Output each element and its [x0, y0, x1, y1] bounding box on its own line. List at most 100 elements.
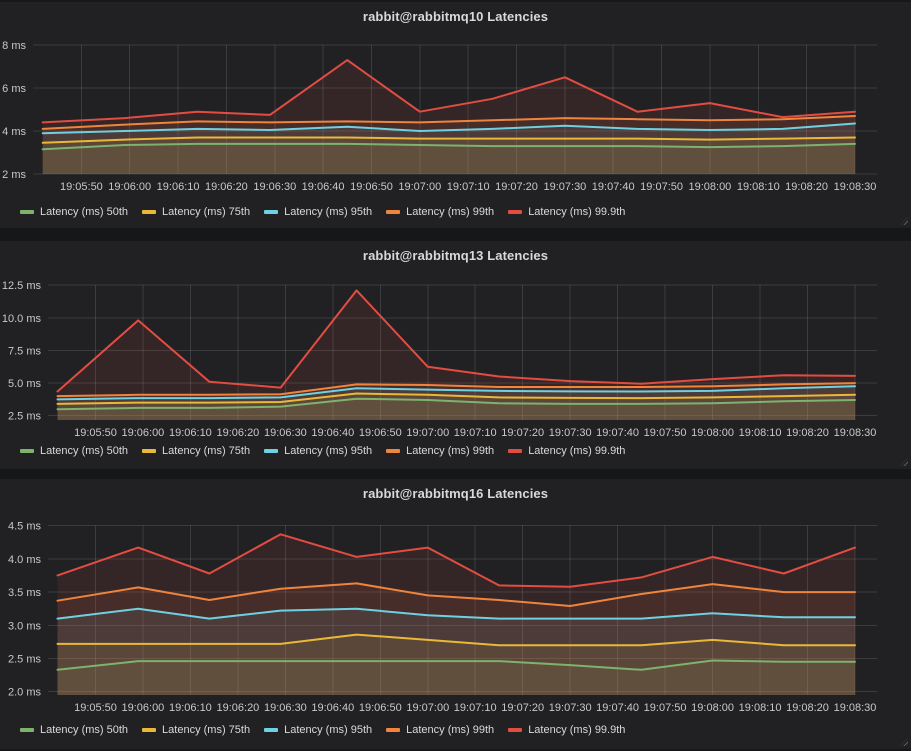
legend-label: Latency (ms) 99.9th [528, 445, 626, 457]
series-line-p95 [56, 385, 856, 401]
y-axis-tick-label: 4.0 ms [8, 554, 42, 566]
x-axis-tick-label: 19:06:00 [108, 181, 151, 193]
x-axis-tick-label: 19:08:30 [834, 181, 877, 193]
series-line-p99 [56, 382, 856, 398]
legend-label: Latency (ms) 75th [162, 445, 251, 457]
series-line-p99 [56, 582, 856, 607]
series-color-dash-icon [20, 210, 34, 214]
x-axis-tick-label: 19:08:30 [834, 427, 877, 439]
legend-item-p95[interactable]: Latency (ms) 95th [264, 724, 372, 736]
legend-item-p999[interactable]: Latency (ms) 99.9th [508, 445, 625, 457]
y-axis-tick-label: 10.0 ms [2, 313, 42, 325]
x-axis-tick-label: 19:07:50 [640, 181, 683, 193]
x-axis-tick-label: 19:07:00 [406, 427, 449, 439]
x-axis-tick-label: 19:06:30 [253, 181, 296, 193]
x-axis-tick-label: 19:07:10 [447, 181, 490, 193]
x-axis-tick-label: 19:07:00 [398, 181, 441, 193]
series-color-dash-icon [142, 210, 157, 214]
x-axis-tick-label: 19:07:10 [454, 702, 497, 714]
series-color-dash-icon [386, 210, 401, 214]
y-axis-tick-label: 3.5 ms [8, 587, 42, 599]
series-line-p99 [41, 115, 856, 130]
legend-item-p95[interactable]: Latency (ms) 95th [264, 206, 372, 218]
panel-rabbitmq10-latencies: rabbit@rabbitmq10 Latencies 8 ms 6 ms 4 ms… [0, 2, 911, 228]
series-lines [56, 289, 856, 411]
panel-title[interactable]: rabbit@rabbitmq13 Latencies [362, 248, 549, 263]
x-axis-tick-label: 19:07:00 [406, 702, 449, 714]
series-line-p50 [56, 397, 856, 411]
legend-item-p75[interactable]: Latency (ms) 75th [142, 724, 250, 736]
series-line-p50 [56, 659, 856, 671]
legend-label: Latency (ms) 95th [284, 724, 373, 736]
x-axis-tick-label: 19:07:50 [644, 427, 687, 439]
series-fill-p95 [57, 386, 855, 420]
legend-item-p75[interactable]: Latency (ms) 75th [142, 445, 250, 457]
x-axis-tick-label: 19:07:20 [501, 427, 544, 439]
series-color-dash-icon [142, 728, 157, 732]
x-axis-tick-label: 19:06:50 [359, 427, 402, 439]
x-axis-tick-label: 19:08:10 [737, 181, 780, 193]
legend-item-p50[interactable]: Latency (ms) 50th [20, 724, 128, 736]
latency-chart-rabbitmq13[interactable]: 12.5 ms 10.0 ms 7.5 ms 5.0 ms 2.5 ms 19:05:50… [0, 278, 911, 444]
legend-item-p99[interactable]: Latency (ms) 99th [386, 724, 494, 736]
x-axis-tick-label: 19:07:30 [543, 181, 586, 193]
series-fill-p95 [42, 123, 855, 174]
x-axis-tick-label: 19:06:20 [205, 181, 248, 193]
legend-item-p99[interactable]: Latency (ms) 99th [386, 206, 494, 218]
x-axis-tick-label: 19:08:00 [691, 702, 734, 714]
x-axis-tick-label: 19:06:20 [216, 427, 259, 439]
legend-item-p50[interactable]: Latency (ms) 50th [20, 206, 128, 218]
panel-title[interactable]: rabbit@rabbitmq16 Latencies [362, 486, 549, 501]
y-axis-tick-label: 5.0 ms [8, 378, 42, 390]
x-axis-tick-label: 19:06:30 [264, 702, 307, 714]
series-color-dash-icon [386, 449, 401, 453]
panel-resize-handle-icon[interactable] [900, 738, 908, 746]
y-axis-tick-label: 3.0 ms [8, 620, 42, 632]
legend-label: Latency (ms) 75th [162, 206, 251, 218]
series-line-p999 [41, 59, 856, 124]
panel-title[interactable]: rabbit@rabbitmq10 Latencies [362, 9, 549, 24]
series-line-p95 [56, 607, 856, 620]
y-axis-tick-label: 2.0 ms [8, 687, 42, 699]
series-color-dash-icon [264, 210, 279, 214]
legend-label: Latency (ms) 50th [40, 206, 129, 218]
series-color-dash-icon [386, 728, 401, 732]
x-axis-tick-label: 19:07:20 [495, 181, 538, 193]
series-line-p75 [56, 392, 856, 405]
x-axis-tick-label: 19:05:50 [74, 427, 117, 439]
x-axis-tick-label: 19:07:50 [644, 702, 687, 714]
series-line-p50 [41, 142, 856, 151]
x-axis-tick-label: 19:06:10 [169, 702, 212, 714]
legend-label: Latency (ms) 99th [406, 445, 495, 457]
legend-label: Latency (ms) 99.9th [528, 724, 626, 736]
y-axis-tick-label: 8 ms [2, 40, 26, 52]
panel-resize-handle-icon[interactable] [900, 458, 908, 466]
gridlines: 8 ms 6 ms 4 ms 2 ms 19:05:50 19:06:00 19:06:10… [2, 40, 877, 193]
panel-rabbitmq16-latencies: rabbit@rabbitmq16 Latencies 4.5 ms 4.0 ms… [0, 479, 911, 749]
legend-item-p50[interactable]: Latency (ms) 50th [20, 445, 128, 457]
legend: Latency (ms) 50th Latency (ms) 75th Latenc… [20, 445, 625, 457]
x-axis-tick-label: 19:07:40 [592, 181, 635, 193]
legend-label: Latency (ms) 50th [40, 445, 129, 457]
latency-chart-rabbitmq10[interactable]: 8 ms 6 ms 4 ms 2 ms 19:05:50 19:06:00 19:06:10… [0, 35, 911, 198]
series-fill-p50 [42, 143, 855, 174]
legend-item-p999[interactable]: Latency (ms) 99.9th [508, 206, 625, 218]
y-axis-tick-label: 6 ms [2, 83, 26, 95]
y-axis-tick-label: 2.5 ms [8, 654, 42, 666]
legend-item-p99[interactable]: Latency (ms) 99th [386, 445, 494, 457]
legend-item-p95[interactable]: Latency (ms) 95th [264, 445, 372, 457]
latency-chart-rabbitmq16[interactable]: 4.5 ms 4.0 ms 3.5 ms 3.0 ms 2.5 ms 2.0 ms 19:0… [0, 517, 911, 719]
series-fill-p999 [57, 534, 855, 695]
legend-item-p999[interactable]: Latency (ms) 99.9th [508, 724, 625, 736]
y-axis-tick-label: 4.5 ms [8, 521, 42, 533]
series-line-p999 [56, 289, 856, 393]
series-color-dash-icon [20, 728, 34, 732]
x-axis-tick-label: 19:06:40 [311, 427, 354, 439]
panel-resize-handle-icon[interactable] [900, 217, 908, 225]
y-axis-tick-label: 4 ms [2, 126, 26, 138]
series-line-p95 [41, 122, 856, 135]
legend-item-p75[interactable]: Latency (ms) 75th [142, 206, 250, 218]
gridlines: 4.5 ms 4.0 ms 3.5 ms 3.0 ms 2.5 ms 2.0 ms 19:0… [8, 521, 877, 714]
series-fill-p50 [57, 660, 855, 695]
x-axis-tick-label: 19:06:50 [350, 181, 393, 193]
